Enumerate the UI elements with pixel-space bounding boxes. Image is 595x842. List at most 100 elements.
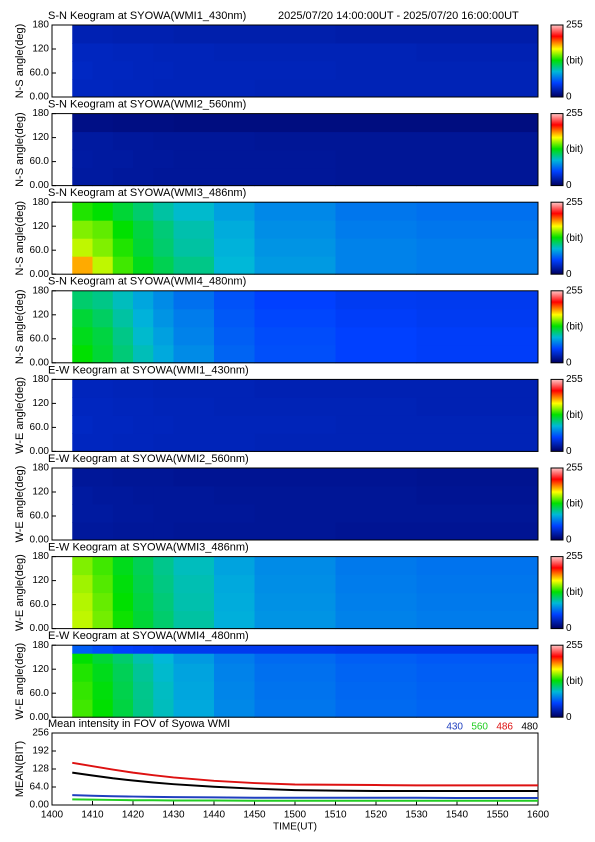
heatmap-cell bbox=[153, 645, 174, 654]
y-tick-label: 64.0 bbox=[30, 782, 50, 793]
heatmap-cell bbox=[416, 344, 539, 364]
heatmap-cell bbox=[112, 574, 134, 594]
heatmap-cell bbox=[254, 486, 336, 505]
heatmap-cell bbox=[254, 415, 336, 434]
series-line bbox=[72, 798, 538, 802]
heatmap-cell bbox=[92, 113, 114, 133]
heatmap-cell bbox=[153, 149, 174, 169]
x-tick-label: 1400 bbox=[41, 810, 64, 821]
heatmap-cell bbox=[173, 290, 215, 310]
heatmap-cell bbox=[133, 645, 154, 654]
heatmap-cell bbox=[335, 468, 417, 487]
heatmap-cell bbox=[112, 653, 134, 664]
heatmap-cell bbox=[153, 415, 174, 434]
heatmap-cell bbox=[335, 149, 417, 169]
y-axis-label: N-S angle(deg) bbox=[14, 112, 26, 187]
colorbar-tick-label: 0 bbox=[566, 357, 572, 368]
heatmap-cell bbox=[416, 433, 539, 452]
heatmap-cell bbox=[214, 556, 255, 576]
heatmap-cell bbox=[335, 663, 417, 682]
y-axis-label: MEAN(BIT) bbox=[14, 741, 26, 797]
heatmap-cell bbox=[92, 308, 114, 328]
heatmap-cell bbox=[153, 131, 174, 151]
heatmap-cell bbox=[214, 522, 255, 541]
heatmap-cell bbox=[254, 79, 336, 98]
heatmap-cell bbox=[416, 308, 539, 328]
colorbar bbox=[550, 24, 564, 98]
heatmap-cell bbox=[173, 653, 215, 664]
heatmap-cell bbox=[153, 202, 174, 221]
x-tick-label: 1510 bbox=[324, 810, 347, 821]
heatmap-cell bbox=[335, 433, 417, 452]
heatmap-cell bbox=[254, 522, 336, 541]
heatmap-cell bbox=[92, 468, 114, 487]
colorbar-tick-label: 0 bbox=[566, 623, 572, 634]
heatmap-cell bbox=[335, 653, 417, 664]
heatmap-cell bbox=[153, 113, 174, 133]
x-tick-label: 1440 bbox=[203, 810, 226, 821]
colorbar-tick-label: 0 bbox=[566, 269, 572, 280]
heatmap-cell bbox=[92, 131, 114, 151]
heatmap-cell bbox=[133, 79, 154, 98]
heatmap-cell bbox=[92, 645, 114, 654]
heatmap-cell bbox=[416, 131, 539, 151]
heatmap-cell bbox=[72, 220, 93, 239]
plot-frame bbox=[51, 378, 539, 452]
colorbar-label: (bit) bbox=[566, 56, 583, 67]
heatmap-cell bbox=[335, 79, 417, 98]
heatmap-cell bbox=[133, 131, 154, 151]
heatmap-cell bbox=[335, 379, 417, 398]
heatmap-cell bbox=[173, 592, 215, 612]
heatmap-cell bbox=[416, 79, 539, 98]
heatmap-cell bbox=[92, 504, 114, 523]
y-tick-label: 120 bbox=[32, 309, 49, 320]
heatmap-cell bbox=[92, 592, 114, 612]
heatmap-cell bbox=[214, 397, 255, 416]
heatmap-cell bbox=[112, 610, 134, 630]
heatmap-cell bbox=[92, 486, 114, 505]
y-tick-label: 60.0 bbox=[30, 511, 50, 522]
heatmap-cell bbox=[335, 167, 417, 187]
heatmap-cell bbox=[112, 433, 134, 452]
heatmap-cell bbox=[133, 61, 154, 80]
heatmap-cell bbox=[254, 113, 336, 133]
heatmap-cell bbox=[335, 344, 417, 364]
heatmap-cell bbox=[133, 574, 154, 594]
heatmap-cell bbox=[72, 468, 93, 487]
colorbar-tick-label: 0 bbox=[566, 92, 572, 103]
y-tick-label: 180 bbox=[32, 108, 49, 119]
heatmap-cell bbox=[153, 25, 174, 44]
colorbar bbox=[550, 201, 564, 275]
heatmap-cell bbox=[173, 61, 215, 80]
colorbar-tick-label: 0 bbox=[566, 535, 572, 546]
y-tick-label: 256 bbox=[32, 728, 49, 739]
y-tick-label: 60.0 bbox=[30, 68, 50, 79]
heatmap-cell bbox=[335, 131, 417, 151]
heatmap-cell bbox=[214, 415, 255, 434]
y-tick-label: 0.00 bbox=[30, 269, 50, 280]
heatmap-cell bbox=[214, 344, 255, 364]
plot-frame bbox=[51, 467, 539, 541]
y-tick-label: 0.00 bbox=[30, 535, 50, 546]
heatmap-cell bbox=[72, 290, 93, 310]
legend-entry: 480 bbox=[521, 722, 538, 733]
heatmap-cell bbox=[254, 610, 336, 630]
heatmap-cell bbox=[72, 433, 93, 452]
heatmap-cell bbox=[335, 25, 417, 44]
y-tick-label: 0.00 bbox=[30, 180, 50, 191]
heatmap-cell bbox=[112, 43, 134, 62]
heatmap-cell bbox=[133, 681, 154, 700]
heatmap-cell bbox=[133, 504, 154, 523]
colorbar-tick-label: 255 bbox=[566, 285, 583, 296]
heatmap-cell bbox=[254, 131, 336, 151]
colorbar-tick-label: 255 bbox=[566, 463, 583, 474]
colorbar bbox=[550, 556, 564, 630]
heatmap-cell bbox=[92, 61, 114, 80]
heatmap-cell bbox=[173, 556, 215, 576]
colorbar-tick-label: 255 bbox=[566, 374, 583, 385]
heatmap-cell bbox=[112, 415, 134, 434]
plot-frame bbox=[51, 644, 539, 718]
heatmap-cell bbox=[153, 681, 174, 700]
heatmap-cell bbox=[112, 79, 134, 98]
